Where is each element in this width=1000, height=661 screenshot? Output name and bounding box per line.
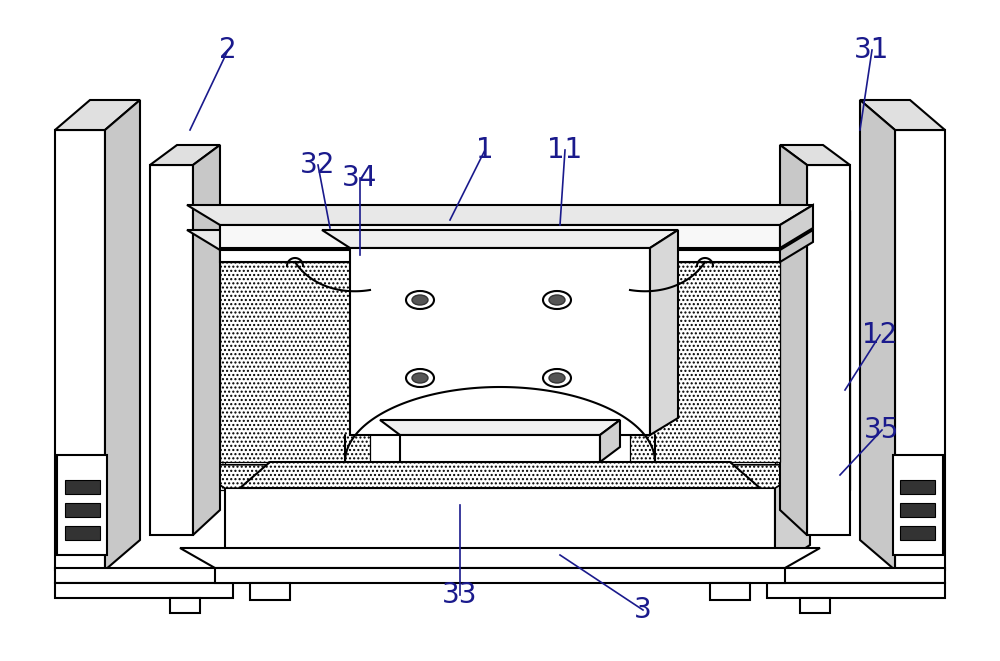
Polygon shape: [225, 488, 775, 568]
Polygon shape: [860, 100, 945, 130]
Polygon shape: [380, 420, 620, 435]
Ellipse shape: [406, 291, 434, 309]
Polygon shape: [780, 145, 850, 165]
Polygon shape: [893, 455, 943, 555]
Polygon shape: [220, 262, 370, 462]
Text: 3: 3: [634, 596, 652, 624]
Polygon shape: [350, 248, 650, 435]
Polygon shape: [55, 568, 220, 583]
Polygon shape: [220, 250, 780, 262]
Polygon shape: [187, 205, 813, 225]
Polygon shape: [190, 465, 810, 488]
Text: 33: 33: [442, 581, 478, 609]
Polygon shape: [775, 210, 850, 490]
Text: 12: 12: [862, 321, 898, 349]
Text: 1: 1: [476, 136, 494, 164]
Text: 2: 2: [219, 36, 237, 64]
Ellipse shape: [549, 373, 565, 383]
Polygon shape: [150, 165, 193, 535]
Polygon shape: [220, 225, 780, 248]
Polygon shape: [775, 465, 810, 568]
Text: 31: 31: [854, 36, 890, 64]
Polygon shape: [57, 455, 107, 555]
Text: 32: 32: [300, 151, 336, 179]
Polygon shape: [900, 480, 935, 494]
Polygon shape: [215, 568, 785, 583]
Polygon shape: [400, 435, 600, 462]
Polygon shape: [900, 503, 935, 517]
Ellipse shape: [412, 295, 428, 305]
Ellipse shape: [412, 373, 428, 383]
Polygon shape: [767, 583, 945, 598]
Polygon shape: [630, 262, 780, 462]
Polygon shape: [190, 465, 810, 488]
Polygon shape: [65, 503, 100, 517]
Polygon shape: [105, 100, 140, 570]
Text: 11: 11: [547, 136, 583, 164]
Polygon shape: [780, 230, 813, 262]
Polygon shape: [895, 130, 945, 570]
Polygon shape: [55, 583, 233, 598]
Polygon shape: [180, 548, 820, 568]
Polygon shape: [170, 598, 200, 613]
Polygon shape: [193, 145, 220, 535]
Polygon shape: [650, 230, 678, 435]
Ellipse shape: [406, 369, 434, 387]
Text: 35: 35: [864, 416, 900, 444]
Text: 34: 34: [342, 164, 378, 192]
Polygon shape: [187, 230, 813, 250]
Polygon shape: [65, 526, 100, 540]
Polygon shape: [860, 100, 895, 570]
Polygon shape: [780, 145, 807, 535]
Polygon shape: [780, 205, 813, 248]
Polygon shape: [150, 145, 220, 165]
Polygon shape: [322, 230, 678, 248]
Polygon shape: [900, 526, 935, 540]
Polygon shape: [250, 583, 290, 600]
Ellipse shape: [543, 369, 571, 387]
Polygon shape: [807, 165, 850, 535]
Polygon shape: [710, 583, 750, 600]
Polygon shape: [800, 598, 830, 613]
Polygon shape: [55, 130, 105, 570]
Polygon shape: [65, 480, 100, 494]
Polygon shape: [600, 420, 620, 462]
Polygon shape: [240, 462, 760, 488]
Ellipse shape: [543, 291, 571, 309]
Polygon shape: [780, 568, 945, 583]
Polygon shape: [55, 100, 140, 130]
Ellipse shape: [549, 295, 565, 305]
Polygon shape: [150, 210, 225, 490]
